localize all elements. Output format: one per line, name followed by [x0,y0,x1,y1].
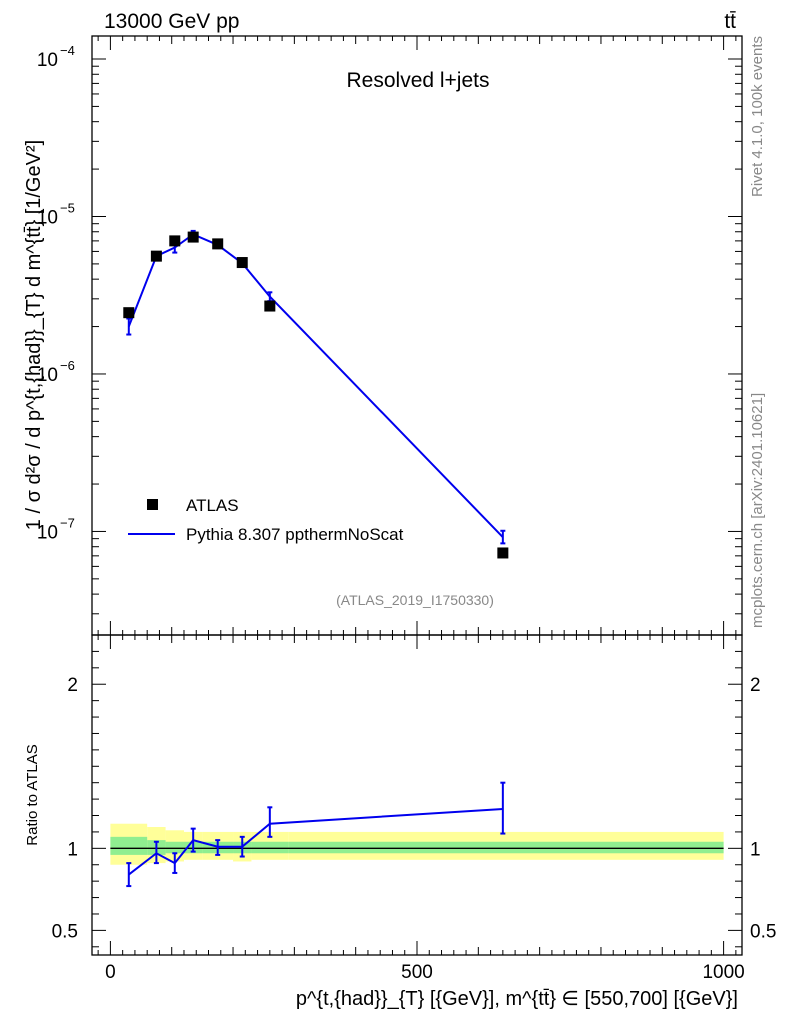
atlas-data-point [187,231,199,243]
atlas-data-point [150,250,162,262]
ratio-mc-line [128,807,503,876]
y-tick-label-base: 10 [37,522,58,543]
ratio-y-tick-label-left: 0.5 [52,921,78,942]
ratio-y-tick-label-right: 1 [750,839,761,860]
ratio-y-axis-label: Ratio to ATLAS [24,744,41,845]
process-label: tt̄ [724,10,736,33]
y-tick-label-base: 10 [37,50,58,71]
ratio-y-tick-label-left: 2 [67,675,78,696]
rivet-label: Rivet 4.1.0, 100k events [749,36,766,197]
ratio-band-stat-2 [165,841,184,854]
ratio-band-stat-7 [288,841,724,854]
atlas-data-point [236,257,248,269]
ratio-panel-frame [91,634,743,956]
y-tick-label-exp: −5 [60,200,75,215]
main-panel-frame [91,35,743,636]
y-tick-label-base: 10 [37,365,58,386]
y-tick-label-exp: −7 [60,515,75,530]
ratio-y-tick-label-right: 0.5 [750,921,776,942]
legend-label-atlas: ATLAS [186,496,239,515]
ratio-band-stat-0 [110,836,148,855]
main-y-axis-label: 1 / σ d²σ / d p^{t,{had}}_{T} d m^{tt̄} … [23,140,45,530]
x-tick-label: 1000 [702,962,744,983]
atlas-data-point [497,547,509,559]
atlas-data-point [212,238,224,250]
atlas-data-point [123,307,135,319]
energy-label: 13000 GeV pp [104,10,239,33]
x-tick-label: 500 [401,962,433,983]
chart-title: Resolved l+jets [347,69,490,92]
atlas-data-point [264,300,276,312]
atlas-data-point [169,235,181,247]
ratio-band-stat-6 [251,841,289,854]
y-tick-label-exp: −4 [60,43,75,58]
legend-label-pythia: Pythia 8.307 ppthermNoScat [186,525,404,544]
legend-marker-atlas [147,499,158,510]
y-tick-label-exp: −6 [60,358,75,373]
ratio-y-tick-label-left: 1 [67,839,78,860]
mcplots-label: mcplots.cern.ch [arXiv:2401.10621] [749,393,766,628]
x-tick-label: 0 [105,962,116,983]
main-mc-line [127,233,504,538]
x-axis-label: p^{t,{had}}_{T} [{GeV}], m^{tt̄} ∈ [550,… [296,988,738,1010]
y-tick-label-base: 10 [37,207,58,228]
ratio-y-tick-label-right: 2 [750,675,761,696]
analysis-tag: (ATLAS_2019_I1750330) [336,592,494,608]
